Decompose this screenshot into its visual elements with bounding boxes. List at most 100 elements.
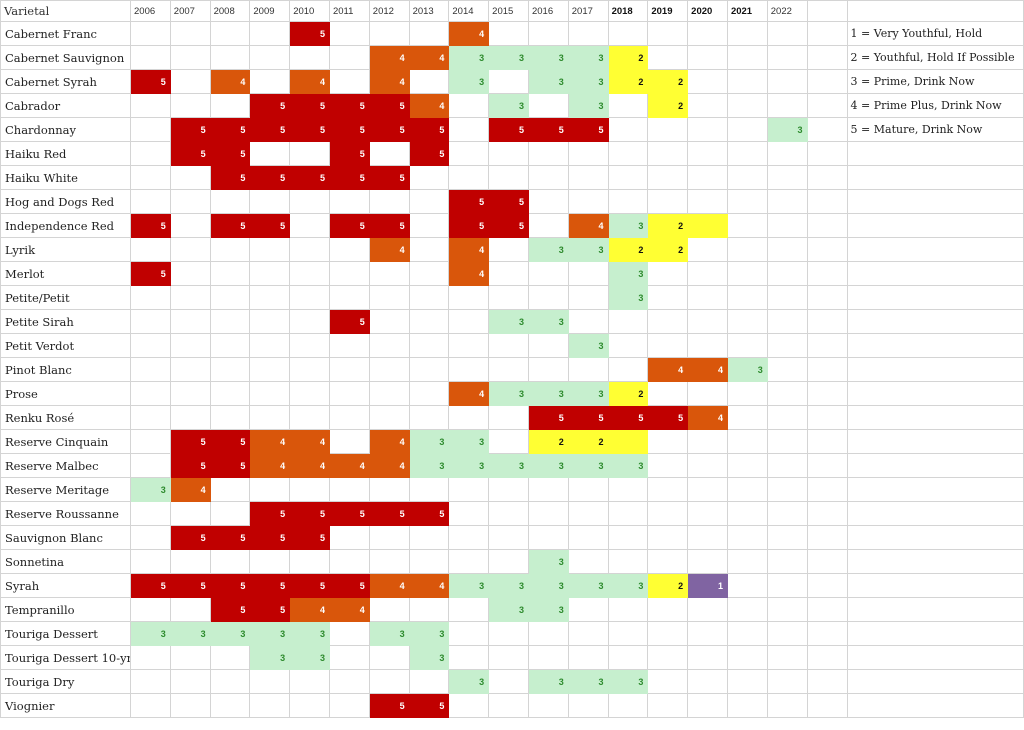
varietal-name[interactable]: Reserve Meritage (0, 477, 131, 502)
empty-cell[interactable] (289, 141, 330, 166)
empty-cell[interactable] (846, 333, 1024, 358)
rating-cell[interactable]: 5 (209, 141, 251, 166)
empty-cell[interactable] (249, 477, 291, 502)
rating-cell[interactable]: 5 (567, 405, 609, 430)
empty-cell[interactable] (687, 93, 728, 118)
empty-cell[interactable] (647, 45, 689, 70)
empty-cell[interactable] (130, 309, 171, 334)
empty-cell[interactable] (806, 45, 848, 70)
empty-cell[interactable] (726, 597, 768, 622)
empty-cell[interactable] (209, 357, 251, 382)
rating-cell[interactable]: 3 (527, 669, 569, 694)
empty-cell[interactable] (289, 213, 330, 238)
rating-cell[interactable]: 4 (687, 357, 728, 382)
varietal-name[interactable]: Reserve Cinquain (0, 429, 131, 454)
empty-cell[interactable] (249, 693, 291, 718)
empty-cell[interactable] (488, 693, 529, 718)
rating-cell[interactable]: 5 (130, 573, 171, 598)
empty-cell[interactable] (130, 501, 171, 526)
empty-cell[interactable] (726, 141, 768, 166)
empty-cell[interactable] (726, 669, 768, 694)
empty-cell[interactable] (448, 501, 490, 526)
rating-cell[interactable]: 5 (328, 117, 370, 142)
rating-cell[interactable]: 3 (567, 381, 609, 406)
rating-cell[interactable]: 3 (408, 645, 450, 670)
empty-cell[interactable] (448, 525, 490, 550)
empty-cell[interactable] (687, 141, 728, 166)
empty-cell[interactable] (408, 165, 450, 190)
empty-cell[interactable] (408, 285, 450, 310)
empty-cell[interactable] (846, 693, 1024, 718)
empty-cell[interactable] (169, 165, 211, 190)
rating-cell[interactable]: 3 (448, 573, 490, 598)
rating-cell[interactable]: 4 (249, 429, 291, 454)
empty-cell[interactable] (806, 165, 848, 190)
rating-cell[interactable]: 5 (527, 117, 569, 142)
rating-cell[interactable]: 3 (488, 45, 529, 70)
empty-cell[interactable] (169, 237, 211, 262)
varietal-name[interactable]: Reserve Malbec (0, 453, 131, 478)
rating-cell[interactable]: 5 (328, 573, 370, 598)
empty-cell[interactable] (687, 549, 728, 574)
empty-cell[interactable] (488, 525, 529, 550)
empty-cell[interactable] (647, 621, 689, 646)
rating-cell[interactable]: 3 (289, 621, 330, 646)
empty-cell[interactable] (448, 141, 490, 166)
empty-cell[interactable] (169, 213, 211, 238)
empty-cell[interactable] (448, 405, 490, 430)
empty-cell[interactable] (130, 525, 171, 550)
empty-cell[interactable] (766, 285, 808, 310)
empty-cell[interactable] (249, 45, 291, 70)
rating-cell[interactable]: 3 (607, 261, 649, 286)
rating-cell[interactable]: 5 (368, 93, 410, 118)
empty-cell[interactable] (169, 333, 211, 358)
empty-cell[interactable] (806, 405, 848, 430)
empty-cell[interactable] (766, 573, 808, 598)
legend-entry[interactable]: 2 = Youthful, Hold If Possible (846, 45, 1024, 70)
varietal-name[interactable]: Touriga Dessert (0, 621, 131, 646)
rating-cell[interactable]: 4 (328, 453, 370, 478)
empty-cell[interactable] (647, 429, 689, 454)
empty-cell[interactable] (647, 549, 689, 574)
empty-cell[interactable] (846, 189, 1024, 214)
empty-cell[interactable] (806, 237, 848, 262)
empty-cell[interactable] (130, 669, 171, 694)
empty-cell[interactable] (289, 237, 330, 262)
empty-cell[interactable] (408, 213, 450, 238)
varietal-name[interactable]: Cabernet Sauvignon (0, 45, 131, 70)
rating-cell[interactable]: 5 (289, 117, 330, 142)
empty-cell[interactable] (726, 213, 768, 238)
empty-cell[interactable] (130, 333, 171, 358)
empty-cell[interactable] (766, 93, 808, 118)
rating-cell[interactable]: 5 (130, 261, 171, 286)
empty-cell[interactable] (846, 405, 1024, 430)
empty-cell[interactable] (448, 165, 490, 190)
empty-cell[interactable] (209, 405, 251, 430)
empty-cell[interactable] (368, 189, 410, 214)
rating-cell[interactable]: 5 (328, 501, 370, 526)
empty-cell[interactable] (726, 405, 768, 430)
empty-cell[interactable] (726, 573, 768, 598)
empty-cell[interactable] (567, 165, 609, 190)
rating-cell[interactable]: 4 (289, 453, 330, 478)
empty-cell[interactable] (846, 285, 1024, 310)
empty-cell[interactable] (766, 621, 808, 646)
empty-cell[interactable] (607, 501, 649, 526)
rating-cell[interactable]: 3 (567, 69, 609, 94)
empty-cell[interactable] (448, 285, 490, 310)
empty-cell[interactable] (488, 549, 529, 574)
empty-cell[interactable] (130, 189, 171, 214)
empty-cell[interactable] (647, 477, 689, 502)
empty-cell[interactable] (766, 45, 808, 70)
empty-cell[interactable] (368, 645, 410, 670)
empty-cell[interactable] (130, 357, 171, 382)
empty-cell[interactable] (368, 477, 410, 502)
rating-cell[interactable]: 2 (607, 381, 649, 406)
empty-cell[interactable] (766, 69, 808, 94)
empty-cell[interactable] (328, 621, 370, 646)
empty-cell[interactable] (567, 549, 609, 574)
empty-cell[interactable] (766, 333, 808, 358)
empty-cell[interactable] (368, 141, 410, 166)
rating-cell[interactable]: 5 (368, 501, 410, 526)
empty-cell[interactable] (130, 429, 171, 454)
